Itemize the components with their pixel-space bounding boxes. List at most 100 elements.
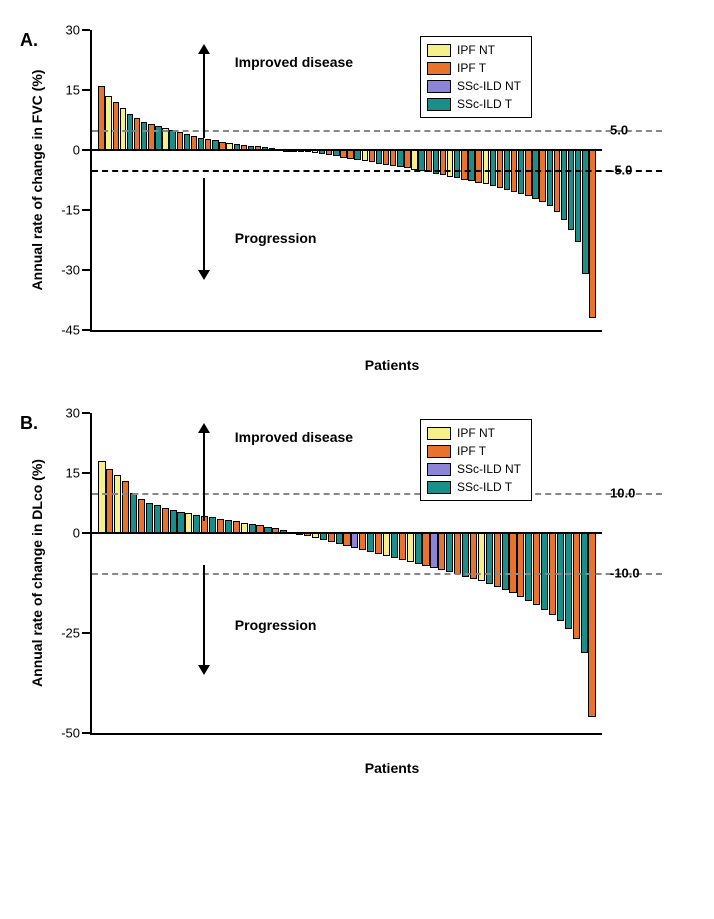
panel-b-chart: Annual rate of change in DLco (%) IPF NT… — [90, 413, 694, 776]
ytick-label: -45 — [61, 323, 92, 338]
bar — [367, 533, 374, 552]
bar — [376, 150, 382, 164]
legend-swatch — [427, 463, 451, 476]
panel-a: A. Annual rate of change in FVC (%) IPF … — [20, 30, 694, 373]
bar — [340, 150, 346, 158]
bar — [134, 118, 140, 150]
bar — [390, 150, 396, 166]
panel-a-xlabel: Patients — [90, 357, 694, 373]
progression-text: Progression — [235, 230, 317, 246]
bar — [475, 150, 481, 183]
bar — [502, 533, 509, 590]
bar — [461, 150, 467, 180]
panel-b: B. Annual rate of change in DLco (%) IPF… — [20, 413, 694, 776]
legend-item: SSc-ILD T — [427, 478, 521, 496]
bar — [438, 533, 445, 570]
ytick-label: 0 — [73, 143, 92, 158]
ytick-label: 15 — [66, 83, 92, 98]
bar — [177, 512, 184, 533]
bar — [454, 150, 460, 178]
bar — [490, 150, 496, 186]
ytick-label: -15 — [61, 203, 92, 218]
baseline — [92, 149, 602, 151]
legend-label: IPF T — [457, 442, 486, 460]
legend-label: IPF T — [457, 59, 486, 77]
bar — [217, 519, 224, 533]
bar — [588, 533, 595, 717]
bar — [106, 469, 113, 533]
panel-b-plot: Annual rate of change in DLco (%) IPF NT… — [90, 413, 602, 735]
panel-b-ylabel: Annual rate of change in DLco (%) — [29, 459, 45, 687]
ytick-label: -30 — [61, 263, 92, 278]
bar — [547, 150, 553, 206]
bar — [154, 505, 161, 533]
bar — [557, 533, 564, 621]
bar — [415, 533, 422, 564]
ref-line-label: 5.0 — [602, 123, 628, 138]
legend-item: IPF T — [427, 59, 521, 77]
bar — [494, 533, 501, 587]
legend-item: IPF T — [427, 442, 521, 460]
bar — [138, 499, 145, 533]
panel-b-label: B. — [20, 413, 38, 434]
bar — [369, 150, 375, 162]
ytick-label: 30 — [66, 406, 92, 421]
legend-label: SSc-ILD NT — [457, 460, 521, 478]
bar — [122, 481, 129, 533]
bar — [184, 134, 190, 150]
legend-swatch — [427, 44, 451, 57]
bar — [113, 102, 119, 150]
legend-swatch — [427, 98, 451, 111]
bar — [359, 533, 366, 550]
bar — [177, 132, 183, 150]
bar — [418, 150, 424, 171]
ytick-label: 15 — [66, 466, 92, 481]
bar — [130, 493, 137, 533]
legend-item: SSc-ILD T — [427, 95, 521, 113]
ref-line — [92, 130, 662, 132]
bar — [573, 533, 580, 639]
bar — [407, 533, 414, 562]
bar — [430, 533, 437, 568]
legend-swatch — [427, 80, 451, 93]
bar — [404, 150, 410, 168]
bar — [362, 150, 368, 161]
bar — [162, 508, 169, 533]
bar — [193, 515, 200, 533]
ref-line — [92, 170, 662, 172]
bar — [554, 150, 560, 212]
legend-swatch — [427, 481, 451, 494]
bar — [209, 517, 216, 533]
bar — [446, 533, 453, 572]
bar — [468, 150, 474, 181]
panel-b-legend: IPF NTIPF TSSc-ILD NTSSc-ILD T — [420, 419, 532, 501]
panel-a-label: A. — [20, 30, 38, 51]
ytick-label: -25 — [61, 626, 92, 641]
panel-a-legend: IPF NTIPF TSSc-ILD NTSSc-ILD T — [420, 36, 532, 118]
bar — [399, 533, 406, 560]
ytick-label: -50 — [61, 726, 92, 741]
bar — [320, 533, 327, 540]
bar — [383, 533, 390, 556]
bar — [483, 150, 489, 184]
panel-b-xlabel: Patients — [90, 760, 694, 776]
ref-line — [92, 573, 662, 575]
legend-label: IPF NT — [457, 41, 495, 59]
bar — [185, 513, 192, 533]
baseline — [92, 532, 602, 534]
down-arrow-icon — [203, 178, 205, 278]
bar — [351, 533, 358, 548]
legend-item: IPF NT — [427, 41, 521, 59]
ref-line — [92, 493, 662, 495]
legend-item: SSc-ILD NT — [427, 77, 521, 95]
ref-line-label: -5.0 — [602, 163, 632, 178]
bar — [525, 533, 532, 601]
bar — [581, 533, 588, 653]
bar — [170, 510, 177, 533]
up-arrow-icon — [203, 46, 205, 138]
bar — [533, 533, 540, 605]
bar — [517, 533, 524, 597]
bar — [375, 533, 382, 554]
up-arrow-icon — [203, 425, 205, 521]
bar — [539, 150, 545, 202]
